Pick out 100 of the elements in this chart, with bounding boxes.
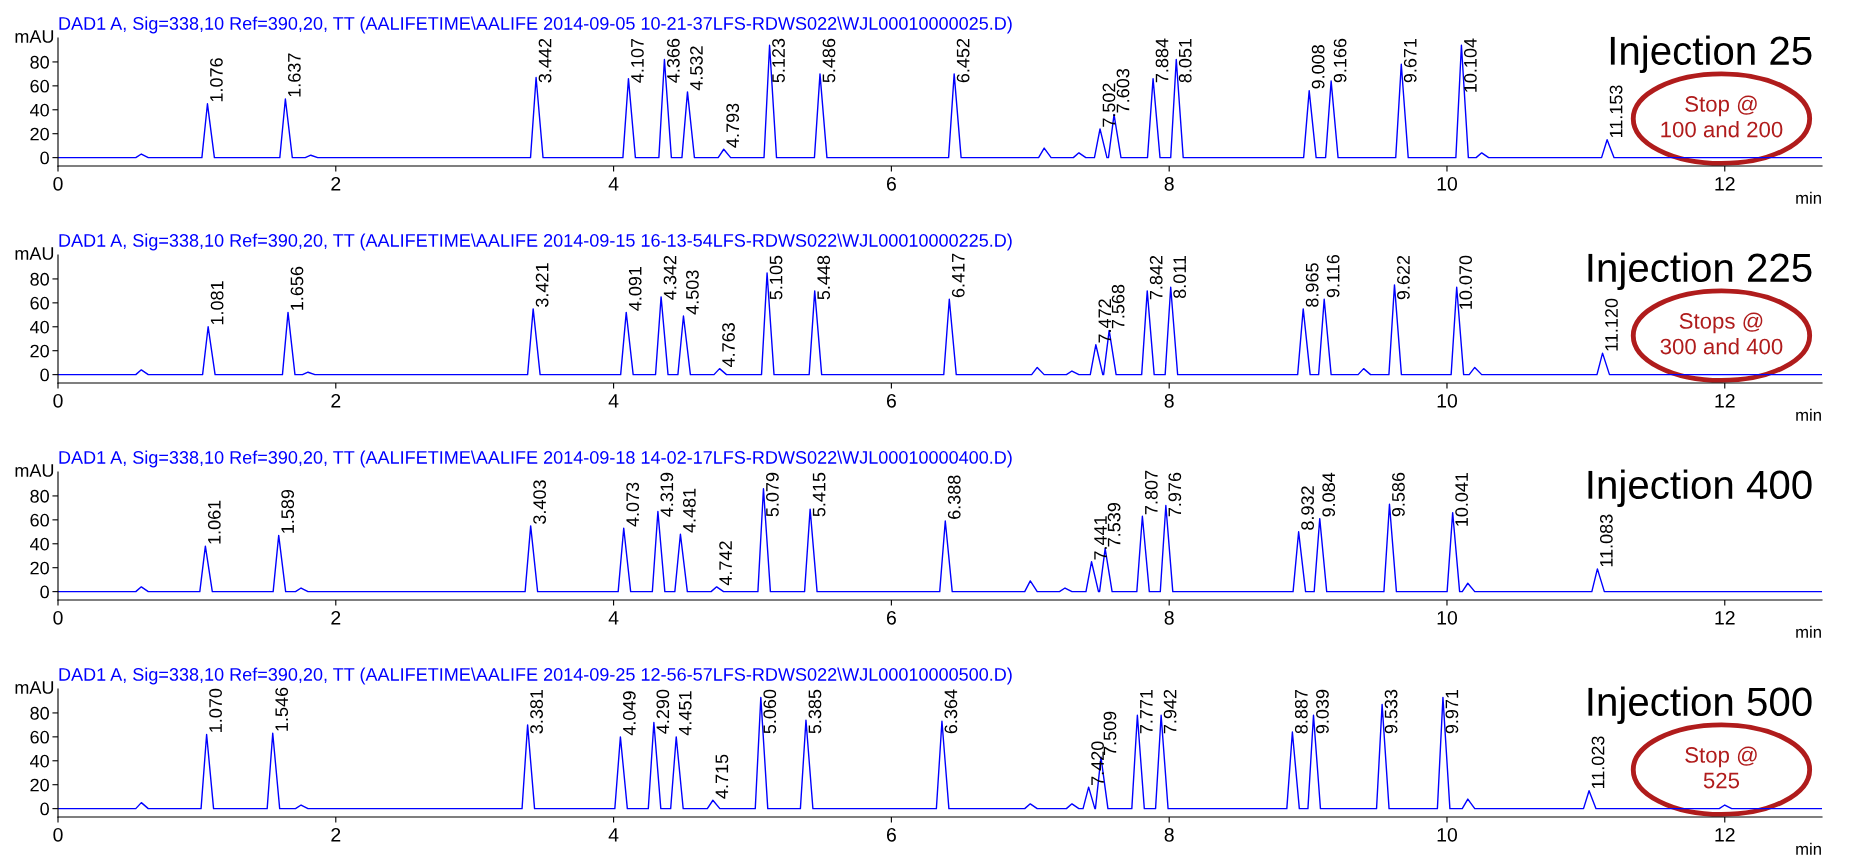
annotation: 5.415 bbox=[812, 472, 826, 517]
x-tick-label: 0 bbox=[53, 393, 63, 408]
annotation: 1.081 bbox=[210, 281, 224, 325]
y-tick-label: 0 bbox=[40, 368, 49, 382]
annotation: Stop @ 100 and 200 bbox=[1661, 95, 1783, 138]
y-tick-label: 0 bbox=[40, 802, 49, 816]
x-tick-label: 6 bbox=[886, 610, 896, 625]
y-tick-label: 40 bbox=[30, 754, 49, 768]
x-tick-label: 0 bbox=[53, 610, 63, 625]
annotation: 7.539 bbox=[1107, 503, 1121, 547]
annotation: 7.884 bbox=[1155, 38, 1169, 83]
annotation: 4.342 bbox=[663, 255, 677, 300]
annotation: 3.442 bbox=[538, 38, 552, 83]
x-tick-label: 12 bbox=[1715, 176, 1735, 191]
annotation: 7.771 bbox=[1140, 689, 1153, 734]
annotation: 6.452 bbox=[956, 38, 970, 83]
annotation: 4.532 bbox=[690, 46, 703, 91]
annotation: Stop @ 525 bbox=[1685, 746, 1757, 789]
annotation: 5.105 bbox=[769, 255, 783, 300]
y-tick-label: 80 bbox=[30, 272, 49, 286]
x-tick-label: 2 bbox=[331, 176, 341, 191]
annotation: 5.060 bbox=[763, 689, 777, 734]
x-tick-label: 4 bbox=[608, 828, 619, 842]
x-tick-label: 2 bbox=[331, 827, 341, 842]
x-tick-label: 8 bbox=[1164, 827, 1174, 842]
annotation: 7.441 bbox=[1094, 516, 1107, 560]
annotation: 4.366 bbox=[666, 38, 680, 83]
x-axis-title: min bbox=[1796, 842, 1821, 855]
annotation: 5.123 bbox=[772, 38, 785, 83]
x-tick-label: 8 bbox=[1164, 393, 1174, 408]
annotation: 7.842 bbox=[1149, 255, 1163, 300]
annotation: Injection 225 bbox=[1588, 252, 1812, 290]
annotation: 7.472 bbox=[1098, 299, 1112, 343]
x-tick-label: 8 bbox=[1164, 176, 1174, 191]
annotation: 4.107 bbox=[631, 38, 644, 83]
annotation: 7.942 bbox=[1163, 689, 1177, 734]
x-axis-title: min bbox=[1796, 625, 1821, 638]
annotation: 4.451 bbox=[678, 691, 692, 736]
annotation: 4.319 bbox=[660, 472, 674, 517]
annotation: 9.971 bbox=[1445, 689, 1459, 734]
annotation: 1.061 bbox=[207, 500, 221, 544]
x-tick-label: 6 bbox=[886, 176, 896, 191]
annotation: 9.116 bbox=[1326, 255, 1340, 298]
annotation: 3.381 bbox=[530, 689, 543, 734]
y-tick-label: 60 bbox=[30, 730, 49, 744]
x-tick-label: 6 bbox=[886, 827, 896, 842]
annotation: 4.481 bbox=[682, 488, 696, 533]
annotation: 7.807 bbox=[1144, 470, 1158, 515]
annotation: 6.364 bbox=[944, 689, 958, 734]
annotation: 4.091 bbox=[628, 266, 642, 311]
annotation: Injection 500 bbox=[1588, 686, 1812, 724]
y-tick-label: 0 bbox=[40, 585, 49, 599]
annotation: 8.965 bbox=[1305, 263, 1319, 307]
y-tick-label: 20 bbox=[30, 344, 49, 358]
annotation: 1.070 bbox=[209, 688, 222, 732]
annotation: 1.076 bbox=[210, 58, 223, 102]
x-tick-label: 10 bbox=[1437, 176, 1458, 191]
y-tick-label: 40 bbox=[30, 103, 49, 117]
x-tick-label: 0 bbox=[53, 827, 63, 842]
annotation: 9.166 bbox=[1333, 38, 1347, 83]
y-tick-label: 0 bbox=[40, 151, 49, 165]
annotation: 5.486 bbox=[822, 38, 836, 83]
x-tick-label: 2 bbox=[331, 393, 341, 408]
y-axis-title: mAU bbox=[15, 30, 54, 43]
annotation: 8.051 bbox=[1178, 38, 1192, 83]
chart-title: DAD1 A, Sig=338,10 Ref=390,20, TT (AALIFETIME\AALIFE 2014-09-25 12-56-57LFS-RDWS022\WJL00010000500.D) bbox=[59, 667, 1012, 685]
annotation: 11.023 bbox=[1591, 736, 1605, 789]
x-axis-title: min bbox=[1796, 191, 1821, 204]
y-axis-title: mAU bbox=[15, 247, 54, 260]
annotation: 9.671 bbox=[1403, 38, 1417, 83]
x-tick-label: 10 bbox=[1437, 393, 1458, 408]
annotation: 3.403 bbox=[533, 480, 547, 524]
x-tick-label: 4 bbox=[608, 177, 619, 191]
annotation: 6.417 bbox=[951, 253, 965, 298]
x-axis-title: min bbox=[1796, 408, 1821, 421]
annotation: 1.589 bbox=[281, 489, 295, 533]
y-tick-label: 60 bbox=[30, 79, 49, 93]
chart-title: DAD1 A, Sig=338,10 Ref=390,20, TT (AALIFETIME\AALIFE 2014-09-15 16-13-54LFS-RDWS022\WJL00010000225.D) bbox=[59, 233, 1012, 251]
x-tick-label: 10 bbox=[1437, 827, 1458, 842]
annotation: 1.656 bbox=[290, 266, 304, 310]
y-tick-label: 20 bbox=[30, 127, 49, 141]
chart-title: DAD1 A, Sig=338,10 Ref=390,20, TT (AALIFETIME\AALIFE 2014-09-05 10-21-37LFS-RDWS022\WJL00010000025.D) bbox=[59, 16, 1012, 34]
annotation: Stops @ 300 and 400 bbox=[1660, 312, 1783, 355]
annotation: 9.622 bbox=[1397, 255, 1410, 300]
annotation: 5.385 bbox=[808, 689, 822, 734]
annotation: 10.104 bbox=[1463, 38, 1477, 92]
annotation: 3.421 bbox=[535, 263, 549, 307]
annotation: 11.083 bbox=[1599, 514, 1613, 567]
annotation: 7.976 bbox=[1168, 472, 1182, 517]
x-tick-label: 12 bbox=[1715, 610, 1735, 625]
annotation: 8.932 bbox=[1301, 486, 1314, 530]
y-tick-label: 60 bbox=[30, 513, 49, 527]
annotation: 7.420 bbox=[1091, 741, 1104, 785]
annotation: 4.715 bbox=[715, 754, 729, 799]
x-tick-label: 2 bbox=[331, 610, 341, 625]
annotation: 8.887 bbox=[1294, 689, 1308, 734]
annotation: 4.763 bbox=[722, 323, 735, 368]
annotation: 9.008 bbox=[1311, 45, 1325, 89]
annotation: 1.546 bbox=[275, 687, 289, 731]
annotation: 6.388 bbox=[947, 475, 961, 519]
